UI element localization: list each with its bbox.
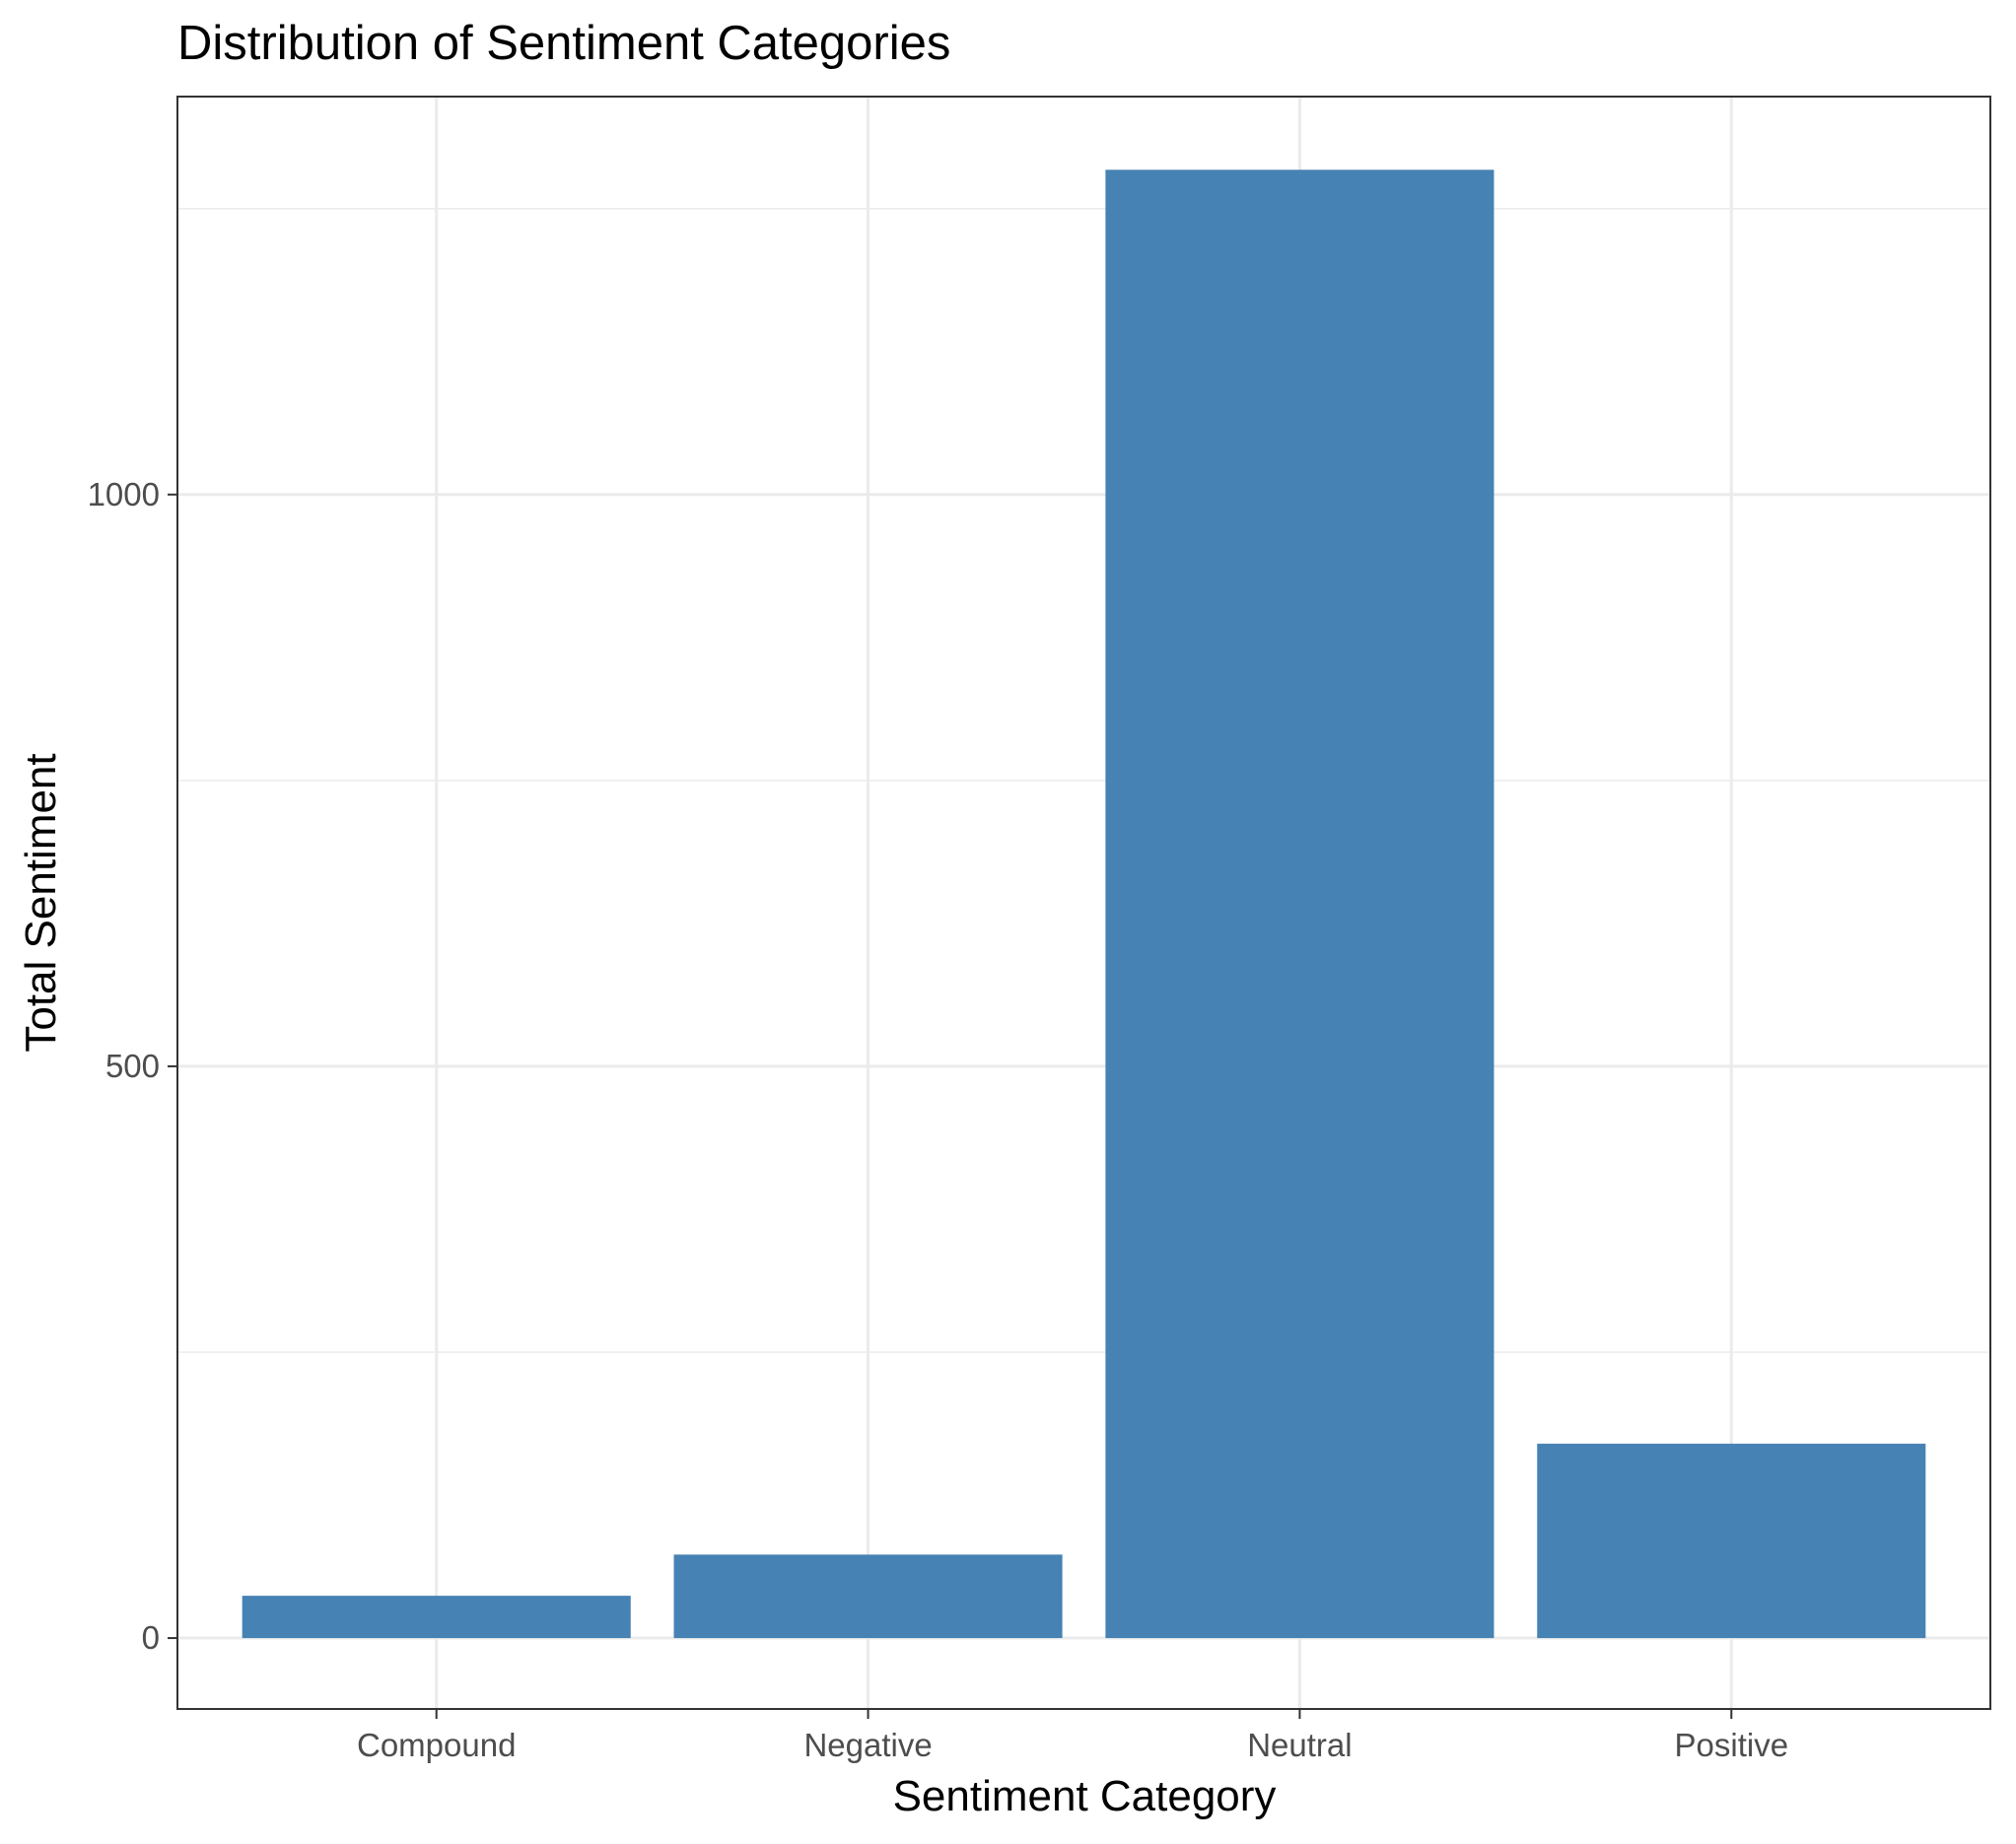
x-axis-title: Sentiment Category — [893, 1772, 1277, 1820]
y-tick-label: 0 — [142, 1619, 160, 1656]
x-tick-label: Negative — [803, 1727, 932, 1763]
y-tick-label: 500 — [105, 1048, 160, 1084]
x-tick-label: Neutral — [1247, 1727, 1352, 1763]
y-tick-label: 1000 — [88, 476, 160, 512]
panel-border — [176, 96, 1991, 1710]
y-axis-title: Total Sentiment — [17, 753, 65, 1052]
x-tick-label: Compound — [357, 1727, 516, 1763]
y-axis: 0 500 1000 — [88, 476, 177, 1656]
bar-negative — [673, 1554, 1063, 1639]
x-tick-label: Positive — [1675, 1727, 1789, 1763]
chart-title: Distribution of Sentiment Categories — [177, 17, 950, 70]
bar-neutral — [1105, 170, 1495, 1639]
bar-positive — [1537, 1443, 1926, 1639]
bar-compound — [242, 1596, 631, 1639]
bars — [242, 170, 1926, 1639]
x-axis: Compound Negative Neutral Positive — [357, 1709, 1788, 1763]
